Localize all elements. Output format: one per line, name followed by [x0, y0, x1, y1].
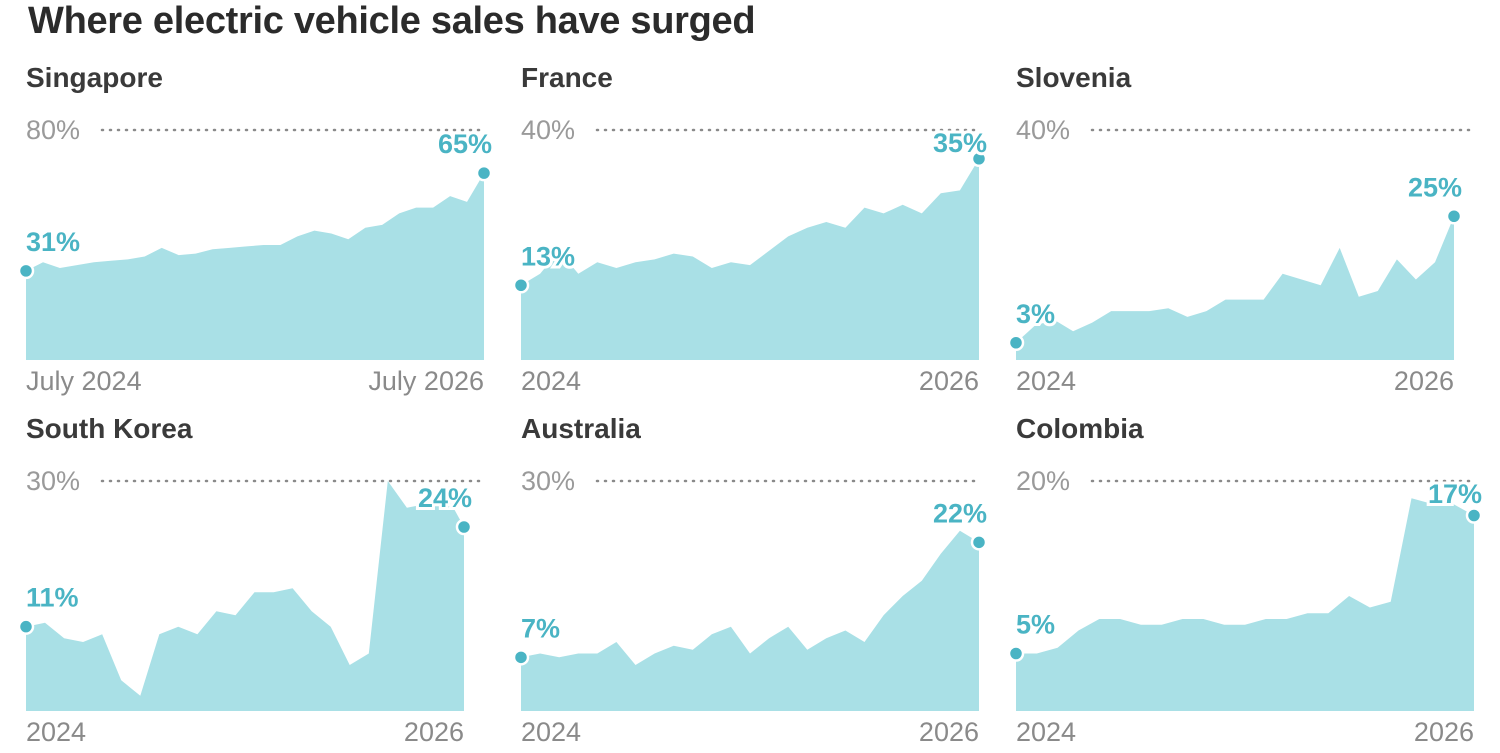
panel-singapore: Singapore 80% 31% 65% July 2024 July 2026 [17, 62, 496, 402]
panel-australia: Australia 30% 7% 22% 2024 2026 [512, 413, 991, 753]
start-point [1007, 645, 1025, 662]
end-point [1445, 208, 1463, 225]
end-value-label: 65% [438, 129, 492, 159]
start-point [17, 618, 35, 635]
x-start-label: 2024 [1016, 366, 1076, 396]
panel-slovenia: Slovenia 40% 3% 25% 2024 2026 [1007, 62, 1486, 402]
start-point [1007, 334, 1025, 351]
area-chart-south-korea: 30% 11% 24% 2024 2026 [17, 466, 488, 747]
end-value-label: 24% [418, 483, 472, 513]
area-chart-australia: 30% 7% 22% 2024 2026 [512, 466, 990, 747]
y-max-label: 40% [1016, 115, 1070, 145]
start-value-label: 13% [521, 241, 575, 271]
panel-title: Colombia [1016, 413, 1144, 444]
y-max-label: 80% [26, 115, 80, 145]
panel-title: Slovenia [1016, 62, 1132, 93]
panel-title: South Korea [26, 413, 193, 444]
end-point [970, 534, 988, 551]
area-series [521, 158, 979, 360]
x-end-label: 2026 [919, 717, 979, 747]
start-point [512, 277, 530, 294]
panel-colombia: Colombia 20% 5% 17% 2024 2026 [1007, 413, 1486, 753]
x-start-label: 2024 [521, 366, 581, 396]
start-value-label: 31% [26, 227, 80, 257]
x-start-label: 2024 [521, 717, 581, 747]
end-value-label: 22% [933, 498, 987, 528]
panel-title: France [521, 62, 613, 93]
end-point [970, 150, 988, 167]
area-chart-singapore: 80% 31% 65% July 2024 July 2026 [17, 115, 495, 396]
y-max-label: 20% [1016, 466, 1070, 496]
area-series [26, 173, 484, 360]
area-series [1016, 216, 1454, 360]
end-point [455, 518, 473, 536]
y-max-label: 40% [521, 115, 575, 145]
end-value-label: 17% [1428, 479, 1482, 509]
end-point [475, 164, 493, 182]
x-start-label: 2024 [1016, 717, 1076, 747]
start-point [512, 649, 530, 666]
end-value-label: 35% [933, 128, 987, 158]
x-start-label: 2024 [26, 717, 86, 747]
area-chart-colombia: 20% 5% 17% 2024 2026 [1007, 466, 1485, 747]
area-series [1016, 498, 1474, 711]
y-max-label: 30% [521, 466, 575, 496]
start-value-label: 11% [26, 583, 79, 613]
panel-south-korea: South Korea 30% 11% 24% 2024 2026 [17, 413, 496, 753]
panel-title: Australia [521, 413, 641, 444]
panel-france: France 40% 13% 35% 2024 2026 [512, 62, 991, 402]
end-value-label: 25% [1408, 172, 1462, 202]
end-point [1465, 507, 1483, 524]
panel-title: Singapore [26, 62, 163, 93]
x-end-label: 2026 [919, 366, 979, 396]
start-point [17, 262, 35, 280]
x-end-label: 2026 [1394, 366, 1454, 396]
area-chart-slovenia: 40% 3% 25% 2024 2026 [1007, 115, 1478, 396]
area-chart-france: 40% 13% 35% 2024 2026 [512, 115, 990, 396]
x-end-label: July 2026 [368, 366, 484, 396]
start-value-label: 7% [521, 613, 560, 643]
area-series [26, 481, 464, 711]
start-value-label: 3% [1016, 299, 1055, 329]
y-max-label: 30% [26, 466, 80, 496]
area-series [521, 530, 979, 711]
x-end-label: 2026 [1414, 717, 1474, 747]
x-end-label: 2026 [404, 717, 464, 747]
chart-title: Where electric vehicle sales have surged [28, 0, 756, 42]
start-value-label: 5% [1016, 610, 1055, 640]
x-start-label: July 2024 [26, 366, 142, 396]
